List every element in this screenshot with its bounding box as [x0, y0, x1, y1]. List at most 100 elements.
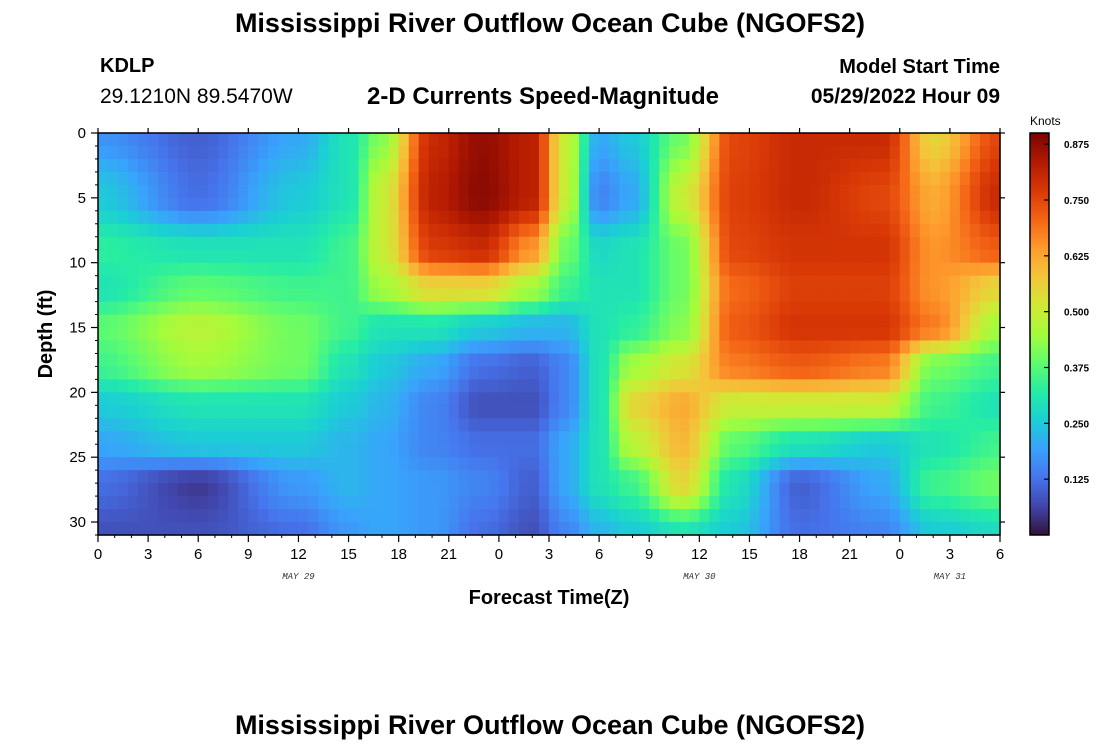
heatmap-cell	[468, 249, 480, 264]
heatmap-cell	[208, 444, 219, 458]
heatmap-cell	[288, 133, 300, 147]
heatmap-cell	[208, 133, 219, 147]
heatmap-cell	[358, 171, 370, 186]
heatmap-cell	[108, 158, 119, 173]
x-tick-label: 6	[996, 546, 1004, 563]
heatmap-cell	[629, 340, 640, 355]
heatmap-cell	[699, 249, 710, 264]
heatmap-cell	[98, 470, 109, 484]
heatmap-cell	[528, 405, 540, 419]
heatmap-cell	[408, 288, 420, 303]
heatmap-cell	[168, 457, 179, 471]
heatmap-cell	[478, 405, 490, 419]
heatmap-cell	[589, 171, 600, 186]
heatmap-cell	[488, 470, 500, 484]
heatmap-cell	[428, 210, 440, 225]
heatmap-cell	[579, 288, 590, 303]
heatmap-cell	[709, 522, 720, 536]
heatmap-cell	[569, 171, 580, 186]
heatmap-cell	[779, 431, 791, 445]
heatmap-cell	[829, 145, 841, 160]
heatmap-cell	[128, 340, 139, 355]
heatmap-cell	[649, 470, 660, 484]
heatmap-cell	[599, 288, 610, 303]
heatmap-cell	[619, 405, 630, 419]
heatmap-cell	[208, 262, 219, 277]
heatmap-cell	[228, 483, 239, 497]
heatmap-cell	[488, 496, 500, 510]
heatmap-cell	[188, 171, 199, 186]
heatmap-cell	[98, 236, 109, 251]
heatmap-cell	[398, 262, 410, 277]
heatmap-cell	[789, 327, 801, 342]
heatmap-cell	[789, 340, 801, 355]
heatmap-cell	[959, 184, 971, 199]
heatmap-cell	[929, 145, 941, 160]
heatmap-cell	[589, 366, 600, 380]
heatmap-cell	[879, 457, 891, 471]
heatmap-cell	[629, 509, 640, 523]
heatmap-cell	[639, 249, 650, 264]
heatmap-cell	[328, 522, 340, 536]
heatmap-cell	[759, 288, 771, 303]
heatmap-cell	[899, 327, 911, 342]
heatmap-cell	[809, 184, 821, 199]
heatmap-cell	[328, 262, 340, 277]
heatmap-cell	[458, 249, 470, 264]
heatmap-cell	[599, 405, 610, 419]
heatmap-cell	[649, 327, 660, 342]
heatmap-cell	[729, 405, 741, 419]
heatmap-cell	[378, 340, 390, 355]
heatmap-cell	[388, 522, 400, 536]
heatmap-cell	[589, 275, 600, 290]
heatmap-cell	[238, 353, 249, 368]
heatmap-cell	[318, 262, 330, 277]
heatmap-cell	[98, 444, 109, 458]
heatmap-cell	[569, 249, 580, 264]
heatmap-cell	[518, 301, 530, 316]
heatmap-cell	[639, 392, 650, 406]
heatmap-cell	[248, 171, 259, 186]
heatmap-cell	[98, 457, 109, 471]
heatmap-cell	[518, 133, 530, 147]
heatmap-cell	[178, 418, 189, 432]
heatmap-cell	[448, 470, 460, 484]
heatmap-cell	[398, 522, 410, 536]
heatmap-cell	[158, 197, 169, 212]
heatmap-cell	[358, 444, 370, 458]
heatmap-cell	[178, 262, 189, 277]
heatmap-cell	[158, 470, 169, 484]
heatmap-cell	[138, 223, 149, 238]
heatmap-cell	[468, 379, 480, 393]
heatmap-cell	[669, 197, 680, 212]
heatmap-cell	[559, 353, 570, 368]
heatmap-cell	[979, 444, 991, 458]
heatmap-cell	[789, 275, 801, 290]
heatmap-cell	[989, 223, 1001, 238]
heatmap-cell	[749, 275, 761, 290]
heatmap-cell	[108, 249, 119, 264]
heatmap-cell	[829, 392, 841, 406]
heatmap-cell	[398, 457, 410, 471]
heatmap-cell	[488, 314, 500, 329]
heatmap-cell	[849, 353, 861, 368]
heatmap-cell	[949, 249, 961, 264]
heatmap-cell	[478, 509, 490, 523]
heatmap-cell	[719, 457, 730, 471]
heatmap-cell	[799, 483, 811, 497]
heatmap-cell	[148, 366, 159, 380]
heatmap-cell	[859, 340, 871, 355]
heatmap-cell	[969, 210, 981, 225]
heatmap-cell	[719, 431, 730, 445]
heatmap-cell	[549, 275, 560, 290]
heatmap-cell	[599, 418, 610, 432]
heatmap-cell	[779, 249, 791, 264]
heatmap-cell	[789, 197, 801, 212]
heatmap-cell	[689, 327, 700, 342]
heatmap-cell	[378, 522, 390, 536]
heatmap-cell	[158, 275, 169, 290]
heatmap-cell	[969, 470, 981, 484]
heatmap-cell	[629, 262, 640, 277]
heatmap-cell	[819, 262, 831, 277]
heatmap-cell	[398, 418, 410, 432]
